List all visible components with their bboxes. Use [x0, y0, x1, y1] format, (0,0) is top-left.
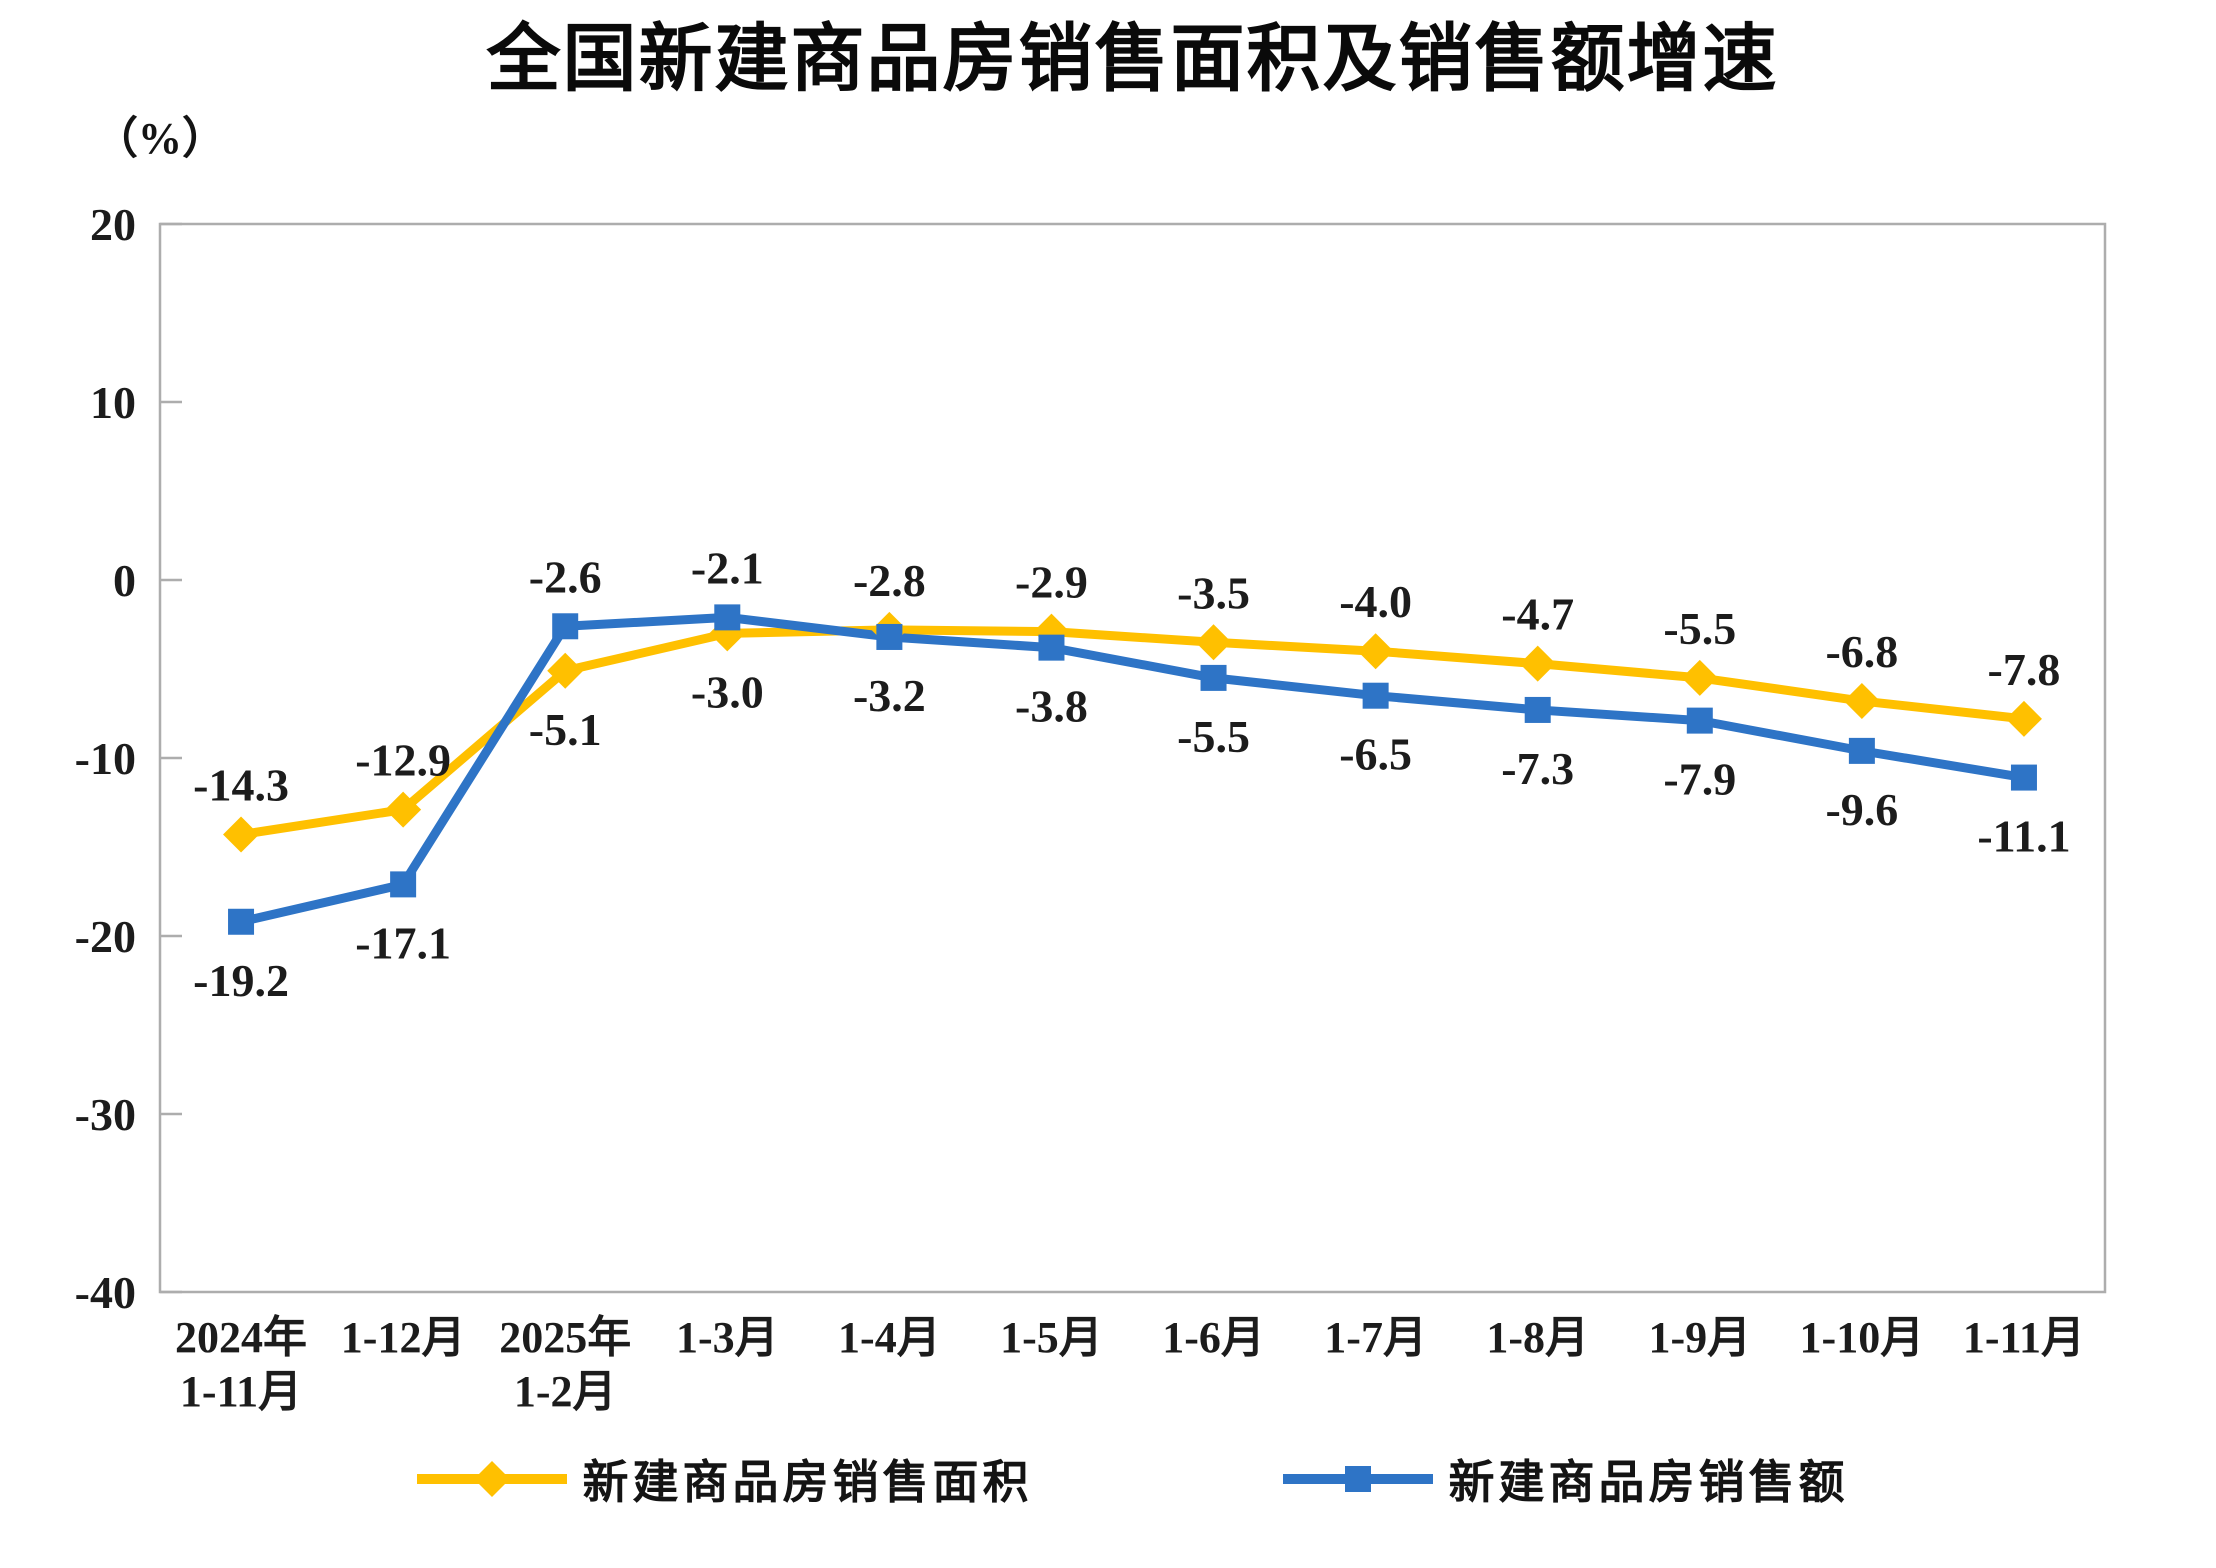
sales-area-marker	[547, 652, 584, 689]
data-label: -4.7	[1501, 589, 1574, 640]
sales-amount-marker	[1848, 737, 1875, 764]
legend-label-sales-amount: 新建商品房销售额	[1448, 1457, 1849, 1508]
y-axis-tick-label: -40	[75, 1267, 136, 1318]
x-axis-tick-label: 1-11月	[1963, 1313, 2085, 1362]
x-axis-tick-label: 1-12月	[341, 1313, 466, 1362]
data-label: -2.9	[1015, 557, 1088, 608]
sales-amount-marker	[228, 908, 255, 935]
data-label: -6.8	[1825, 626, 1898, 677]
x-axis-tick-label: 1-5月	[1000, 1313, 1103, 1362]
y-axis-tick-label: 10	[90, 377, 136, 428]
data-label: -14.3	[193, 760, 289, 811]
data-label: -4.0	[1339, 576, 1412, 627]
x-axis-tick-label: 1-3月	[676, 1313, 779, 1362]
data-label: -5.5	[1177, 711, 1250, 762]
sales-amount-line	[236, 612, 2029, 927]
sales-amount-marker	[876, 623, 903, 650]
sales-area-marker	[223, 816, 260, 853]
data-label: -6.5	[1339, 729, 1412, 780]
data-label: -9.6	[1825, 784, 1898, 835]
x-axis-tick-label: 2025年 1-2月	[499, 1313, 631, 1416]
legend-item-sales-amount: 新建商品房销售额	[1282, 1446, 1849, 1512]
data-label: -2.8	[853, 555, 926, 606]
sales-area-marker	[1195, 624, 1232, 661]
sales-amount-marker	[1524, 696, 1551, 723]
chart-legend: 新建商品房销售面积 新建商品房销售额	[160, 1446, 2105, 1512]
data-label: -2.6	[529, 551, 602, 602]
y-axis-tick-label: -30	[75, 1089, 136, 1140]
x-axis-tick-label: 1-9月	[1648, 1313, 1751, 1362]
sales-area-line	[236, 625, 2029, 840]
data-label: -17.1	[355, 917, 451, 968]
sales-amount-marker	[1362, 682, 1389, 709]
sales-amount-legend-marker-icon	[1282, 1466, 1433, 1492]
sales-amount-marker	[1686, 707, 1713, 734]
data-label: -12.9	[355, 735, 451, 786]
data-label: -7.9	[1663, 754, 1736, 805]
sales-area-marker	[1681, 659, 1718, 696]
sales-area-marker	[1519, 645, 1556, 682]
data-label: -11.1	[1977, 811, 2070, 862]
y-axis-unit-label: （%）	[94, 114, 226, 163]
sales-amount-marker	[714, 604, 741, 631]
data-label: -3.8	[1015, 681, 1088, 732]
sales-amount-marker	[1038, 634, 1065, 661]
data-label: -2.1	[691, 542, 764, 593]
sales-area-marker	[385, 791, 422, 828]
y-axis-tick-label: -10	[75, 733, 136, 784]
x-axis-tick-label: 1-10月	[1800, 1313, 1925, 1362]
data-label: -5.1	[529, 704, 602, 755]
y-axis-tick-label: 0	[113, 555, 136, 606]
x-axis-tick-label: 1-6月	[1162, 1313, 1265, 1362]
sales-amount-marker	[2010, 764, 2037, 791]
data-label: -3.2	[853, 670, 926, 721]
data-label: -7.8	[1988, 644, 2061, 695]
sales-area-marker	[1843, 683, 1880, 720]
data-label: -19.2	[193, 955, 289, 1006]
sales-area-marker	[2005, 700, 2042, 737]
x-axis-tick-label: 2024年 1-11月	[175, 1313, 307, 1416]
data-label: -3.0	[691, 666, 764, 717]
x-axis-tick-label: 1-4月	[838, 1313, 941, 1362]
data-label: -3.5	[1177, 567, 1250, 618]
sales-area-legend-marker-icon	[416, 1461, 567, 1497]
chart-title: 全国新建商品房销售面积及销售额增速	[486, 17, 1779, 100]
legend-label-sales-area: 新建商品房销售面积	[582, 1457, 1033, 1508]
sales-amount-marker	[552, 613, 579, 640]
x-axis-tick-label: 1-8月	[1486, 1313, 1589, 1362]
sales-amount-marker	[390, 871, 417, 898]
sales-amount-marker	[1200, 664, 1227, 691]
plot-border	[158, 222, 2107, 1294]
y-axis-tick-label: 20	[90, 199, 136, 250]
x-axis-tick-label: 1-7月	[1324, 1313, 1427, 1362]
data-label: -7.3	[1501, 743, 1574, 794]
y-axis-tick-label: -20	[75, 911, 136, 962]
sales-area-marker	[1357, 633, 1394, 670]
data-label: -5.5	[1663, 603, 1736, 654]
legend-item-sales-area: 新建商品房销售面积	[416, 1446, 1033, 1512]
